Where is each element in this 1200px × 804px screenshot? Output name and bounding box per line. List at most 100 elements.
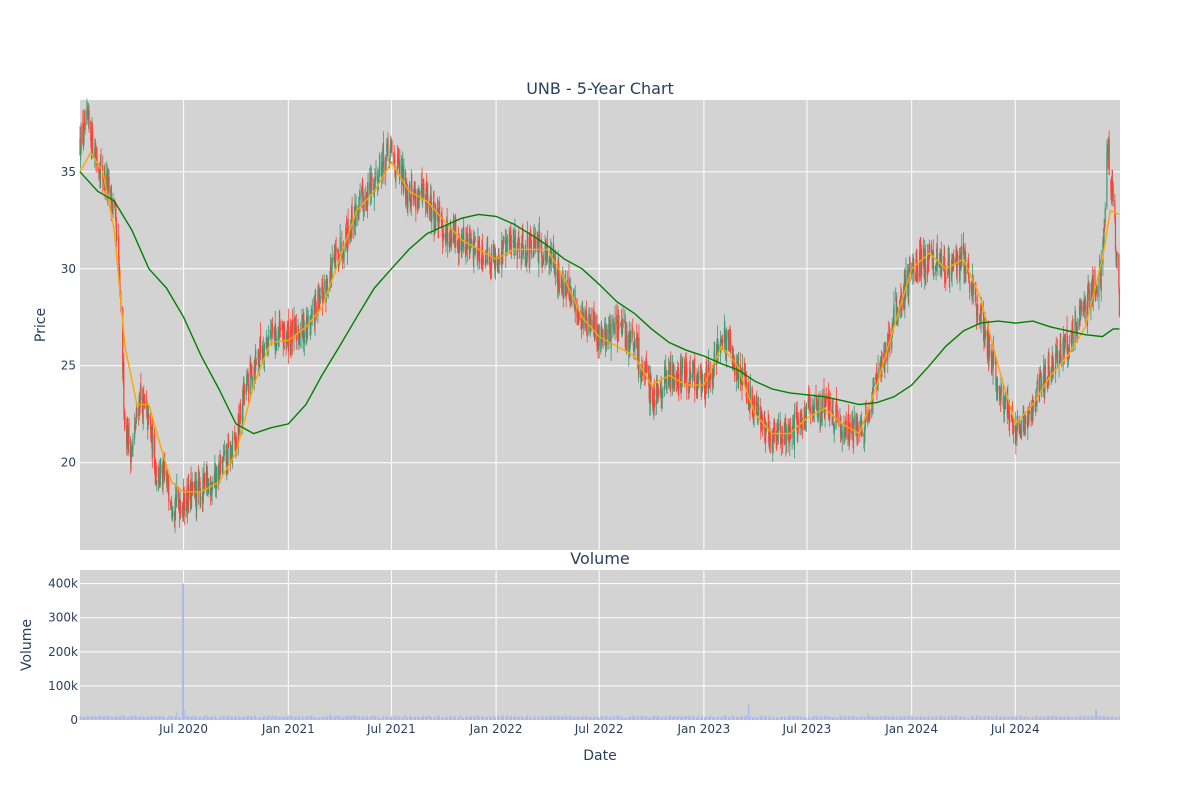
volume-bar <box>853 715 855 720</box>
candle-body <box>948 254 950 278</box>
candle-body <box>223 449 226 454</box>
volume-bar <box>793 715 795 720</box>
volume-bar <box>475 716 477 720</box>
candle-body <box>606 328 608 339</box>
volume-bar <box>931 718 933 720</box>
volume-bar <box>760 717 762 720</box>
volume-bar <box>485 717 487 720</box>
volume-bar <box>716 718 718 720</box>
volume-bar <box>154 716 156 720</box>
candle-body <box>741 380 743 391</box>
candle-body <box>412 194 415 201</box>
volume-bar <box>484 718 486 720</box>
candle-body <box>701 379 703 388</box>
candle-body <box>251 366 253 381</box>
volume-bar <box>202 717 204 720</box>
volume-bar <box>374 716 376 720</box>
volume-bar <box>598 717 600 720</box>
candle-body <box>450 226 452 240</box>
candle-body <box>164 465 166 476</box>
candle-body <box>724 328 726 332</box>
volume-bar <box>86 716 88 720</box>
candle-body <box>577 312 579 314</box>
volume-bar <box>1035 718 1037 720</box>
volume-bar <box>625 717 627 720</box>
volume-bar <box>270 718 272 720</box>
volume-bar <box>673 716 675 720</box>
volume-bar <box>685 716 687 720</box>
volume-bar <box>327 717 329 720</box>
volume-bar <box>644 716 646 720</box>
candle-body <box>720 339 723 343</box>
volume-bar <box>480 716 482 720</box>
candle-body <box>415 190 417 211</box>
volume-bar <box>163 717 165 720</box>
candle-body <box>686 370 688 391</box>
candle-body <box>158 463 160 483</box>
candle-body <box>183 489 185 509</box>
volume-bar <box>829 717 831 720</box>
volume-bar <box>114 716 116 720</box>
volume-bar <box>283 716 285 720</box>
volume-bar <box>267 716 269 720</box>
volume-bar <box>592 718 594 720</box>
volume-bar <box>1055 715 1057 720</box>
volume-bar <box>983 716 985 720</box>
candle-body <box>864 417 866 433</box>
volume-bar <box>382 717 384 720</box>
volume-bar <box>736 716 738 720</box>
volume-bar <box>920 716 922 720</box>
volume-bar <box>1028 716 1030 720</box>
volume-bar <box>341 717 343 720</box>
volume-bar <box>684 717 686 720</box>
volume-bar <box>1075 715 1077 720</box>
volume-bar <box>126 718 128 720</box>
candle-body <box>748 382 750 403</box>
candle-body <box>242 389 244 420</box>
volume-bar <box>441 718 443 720</box>
volume-bar <box>419 717 421 720</box>
volume-bar <box>210 718 212 720</box>
volume-bar <box>847 716 849 720</box>
volume-bar <box>213 716 215 720</box>
candle-body <box>949 278 951 280</box>
volume-bar <box>593 717 595 720</box>
volume-bar <box>189 716 191 720</box>
candle-body <box>341 242 343 252</box>
candle-body <box>662 387 664 390</box>
candle-body <box>652 408 654 413</box>
volume-bar <box>347 715 349 720</box>
candle-body <box>283 323 285 338</box>
candle-body <box>937 261 939 269</box>
candle-body <box>817 398 819 418</box>
volume-bar <box>339 717 341 720</box>
candle-body <box>944 280 946 284</box>
volume-bar <box>477 715 479 720</box>
volume-bar <box>469 717 471 720</box>
candle-body <box>975 294 977 305</box>
candle-body <box>993 346 995 360</box>
volume-bar <box>143 717 145 720</box>
candle-body <box>604 324 607 345</box>
volume-bar <box>142 716 144 720</box>
x-axis-title: Date <box>583 748 616 764</box>
candle-body <box>699 370 702 372</box>
x-tick-label: Jul 2020 <box>158 722 208 736</box>
volume-bar <box>897 717 899 720</box>
volume-bar <box>833 716 835 720</box>
volume-bar <box>139 717 141 720</box>
candle-body <box>657 387 659 394</box>
volume-bar <box>1088 718 1090 720</box>
volume-bar <box>953 715 955 720</box>
volume-bar <box>828 716 830 720</box>
volume-bar <box>430 717 432 720</box>
volume-bar <box>262 717 264 720</box>
volume-bar <box>1064 717 1066 720</box>
candle-body <box>661 393 663 399</box>
candle-body <box>379 166 381 170</box>
volume-bar <box>353 715 355 720</box>
volume-bar <box>1052 716 1054 720</box>
candle-body <box>148 415 150 419</box>
volume-bar <box>544 718 546 720</box>
